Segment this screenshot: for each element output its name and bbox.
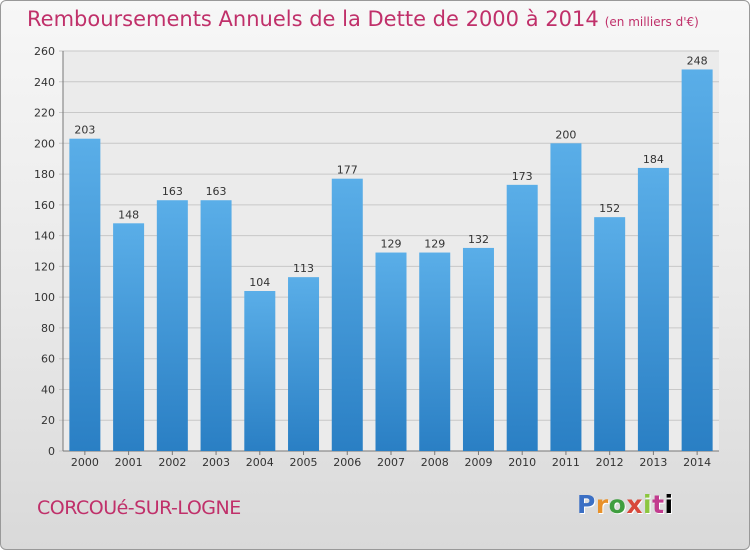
bar [506, 184, 538, 451]
logo-letter: t [652, 490, 665, 519]
logo-letter: x [626, 490, 643, 519]
data-label: 177 [337, 164, 358, 177]
bar [69, 138, 101, 451]
data-label: 129 [424, 238, 445, 251]
y-tick-label: 100 [34, 291, 55, 304]
x-tick-label: 2001 [115, 456, 143, 469]
x-tick-label: 2005 [290, 456, 318, 469]
data-label: 200 [555, 128, 576, 141]
data-label: 113 [293, 262, 314, 275]
y-tick-label: 120 [34, 260, 55, 273]
chart-title-unit: (en milliers d'€) [604, 15, 699, 29]
logo-letter: o [608, 490, 627, 519]
y-tick-label: 240 [34, 76, 55, 89]
data-label: 248 [687, 54, 708, 67]
bar [462, 247, 494, 451]
data-label: 148 [118, 208, 139, 221]
y-tick-label: 200 [34, 137, 55, 150]
proxiti-logo: Proxiti [577, 490, 674, 519]
x-tick-label: 2011 [552, 456, 580, 469]
x-tick-label: 2012 [596, 456, 624, 469]
x-tick-label: 2004 [246, 456, 274, 469]
data-label: 203 [74, 124, 95, 137]
commune-name: CORCOUé-SUR-LOGNE [37, 497, 241, 519]
data-label: 152 [599, 202, 620, 215]
y-tick-label: 140 [34, 230, 55, 243]
x-tick-label: 2008 [421, 456, 449, 469]
y-tick-label: 60 [41, 353, 55, 366]
logo-letter: r [595, 490, 609, 519]
bar [200, 200, 232, 451]
bar [156, 200, 188, 451]
x-tick-label: 2002 [158, 456, 186, 469]
data-label: 184 [643, 153, 664, 166]
bar [419, 252, 451, 451]
y-tick-label: 180 [34, 168, 55, 181]
bar [331, 178, 363, 451]
y-tick-label: 160 [34, 199, 55, 212]
chart-title: Remboursements Annuels de la Dette de 20… [27, 7, 699, 31]
x-tick-label: 2014 [683, 456, 711, 469]
logo-letter: P [577, 490, 596, 519]
data-label: 163 [206, 185, 227, 198]
logo-letter: i [664, 490, 674, 519]
y-tick-label: 80 [41, 322, 55, 335]
y-tick-label: 220 [34, 107, 55, 120]
bar [288, 277, 320, 451]
bar [375, 252, 407, 451]
x-tick-label: 2013 [639, 456, 667, 469]
x-tick-label: 2003 [202, 456, 230, 469]
bar [681, 69, 713, 451]
data-label: 163 [162, 185, 183, 198]
y-tick-label: 0 [48, 445, 55, 458]
x-tick-label: 2009 [464, 456, 492, 469]
y-tick-label: 20 [41, 414, 55, 427]
bar [113, 223, 145, 451]
bar [550, 143, 582, 452]
x-tick-label: 2007 [377, 456, 405, 469]
logo-letter: i [643, 490, 653, 519]
x-tick-label: 2006 [333, 456, 361, 469]
chart-title-text: Remboursements Annuels de la Dette de 20… [27, 7, 599, 31]
x-tick-label: 2010 [508, 456, 536, 469]
x-tick-label: 2000 [71, 456, 99, 469]
bar [637, 167, 669, 451]
data-label: 104 [249, 276, 270, 289]
data-label: 132 [468, 233, 489, 246]
bar [594, 217, 626, 451]
data-label: 129 [381, 238, 402, 251]
y-tick-label: 260 [34, 45, 55, 58]
bar [244, 291, 276, 451]
data-label: 173 [512, 170, 533, 183]
y-tick-label: 40 [41, 383, 55, 396]
